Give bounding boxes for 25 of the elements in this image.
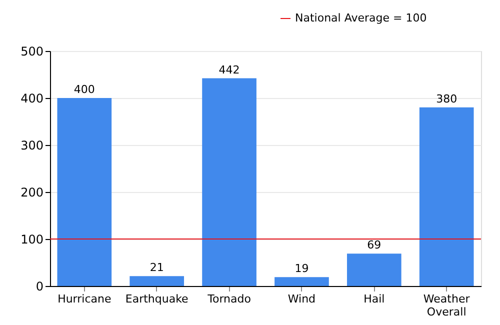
data-label: 442 (218, 63, 240, 76)
bar (130, 276, 184, 286)
y-tick-label: 0 (36, 280, 44, 294)
x-tick-label: Weather Overall (423, 292, 470, 318)
data-label: 19 (294, 262, 309, 276)
x-tick-label: Wind (288, 292, 316, 306)
x-tick-label: Earthquake (125, 292, 189, 306)
bar (57, 98, 112, 286)
data-label: 69 (367, 238, 382, 252)
bar (202, 78, 256, 286)
data-label: 380 (436, 92, 458, 106)
y-tick-label: 400 (20, 92, 44, 106)
data-label: 21 (150, 261, 164, 274)
data-label: 400 (74, 83, 95, 96)
y-tick-label: 200 (20, 186, 44, 200)
x-tick-label: Hurricane (58, 292, 112, 306)
x-tick-label: Tornado (206, 292, 252, 306)
bar (419, 107, 474, 286)
y-tick-label: 100 (20, 232, 44, 246)
x-tick-label: Hail (364, 292, 385, 306)
y-tick-label: 300 (20, 138, 44, 152)
bar (274, 277, 329, 286)
legend-label: National Average = 100 (295, 12, 427, 24)
y-tick-label: 500 (20, 44, 44, 58)
bar (346, 254, 402, 286)
